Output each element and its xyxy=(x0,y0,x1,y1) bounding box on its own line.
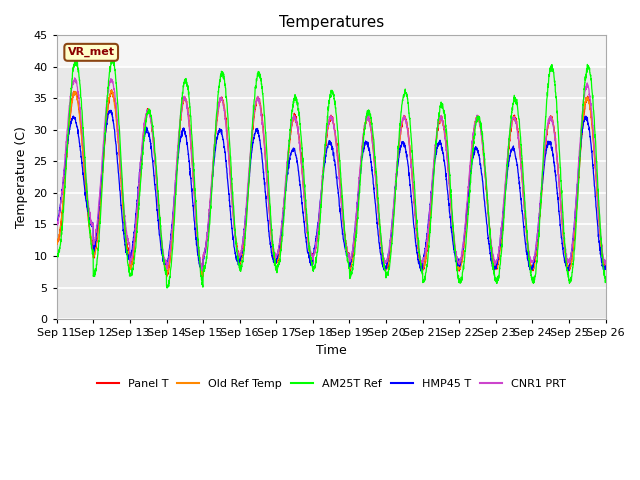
Legend: Panel T, Old Ref Temp, AM25T Ref, HMP45 T, CNR1 PRT: Panel T, Old Ref Temp, AM25T Ref, HMP45 … xyxy=(92,374,570,393)
Old Ref Temp xyxy=(287,123,295,129)
Old Ref Temp xyxy=(591,164,599,169)
CNR1 PRT xyxy=(53,219,61,225)
AM25T Ref xyxy=(532,263,540,269)
Panel T xyxy=(591,165,599,170)
HMP45 T xyxy=(591,194,599,200)
HMP45 T xyxy=(148,155,156,160)
Panel T xyxy=(108,87,115,93)
Old Ref Temp xyxy=(264,186,271,192)
HMP45 T xyxy=(53,216,61,222)
Line: HMP45 T: HMP45 T xyxy=(57,110,605,271)
CNR1 PRT xyxy=(264,185,271,191)
Line: AM25T Ref: AM25T Ref xyxy=(57,58,605,288)
Panel T xyxy=(532,253,540,259)
CNR1 PRT xyxy=(199,268,207,274)
CNR1 PRT xyxy=(287,123,295,129)
AM25T Ref xyxy=(108,55,116,61)
Text: VR_met: VR_met xyxy=(68,47,115,58)
AM25T Ref xyxy=(602,279,609,285)
HMP45 T xyxy=(532,247,540,253)
Old Ref Temp xyxy=(53,240,61,246)
Old Ref Temp xyxy=(148,126,156,132)
AM25T Ref xyxy=(264,165,271,170)
CNR1 PRT xyxy=(148,127,156,133)
Old Ref Temp xyxy=(116,157,124,163)
Panel T xyxy=(264,183,271,189)
Old Ref Temp xyxy=(602,265,609,271)
Old Ref Temp xyxy=(108,87,115,93)
CNR1 PRT xyxy=(591,156,599,162)
HMP45 T xyxy=(264,214,271,219)
AM25T Ref xyxy=(148,119,156,125)
Panel T xyxy=(199,274,207,280)
Line: Panel T: Panel T xyxy=(57,90,605,277)
Panel T xyxy=(148,129,156,134)
Panel T xyxy=(287,125,295,131)
HMP45 T xyxy=(602,265,609,271)
AM25T Ref xyxy=(287,118,295,123)
Title: Temperatures: Temperatures xyxy=(278,15,384,30)
Line: CNR1 PRT: CNR1 PRT xyxy=(57,78,605,271)
Y-axis label: Temperature (C): Temperature (C) xyxy=(15,126,28,228)
Panel T xyxy=(602,263,609,269)
Old Ref Temp xyxy=(163,274,171,280)
Panel T xyxy=(116,152,124,157)
CNR1 PRT xyxy=(602,262,609,267)
CNR1 PRT xyxy=(71,75,79,81)
CNR1 PRT xyxy=(116,147,124,153)
Bar xyxy=(57,36,605,67)
AM25T Ref xyxy=(53,251,61,256)
X-axis label: Time: Time xyxy=(316,344,347,357)
HMP45 T xyxy=(287,150,295,156)
Panel T xyxy=(53,241,61,247)
AM25T Ref xyxy=(163,285,171,291)
HMP45 T xyxy=(106,108,114,113)
AM25T Ref xyxy=(116,128,124,134)
Line: Old Ref Temp: Old Ref Temp xyxy=(57,90,605,277)
HMP45 T xyxy=(564,268,572,274)
AM25T Ref xyxy=(591,132,599,138)
HMP45 T xyxy=(116,182,124,188)
Old Ref Temp xyxy=(532,249,540,255)
CNR1 PRT xyxy=(532,242,540,248)
